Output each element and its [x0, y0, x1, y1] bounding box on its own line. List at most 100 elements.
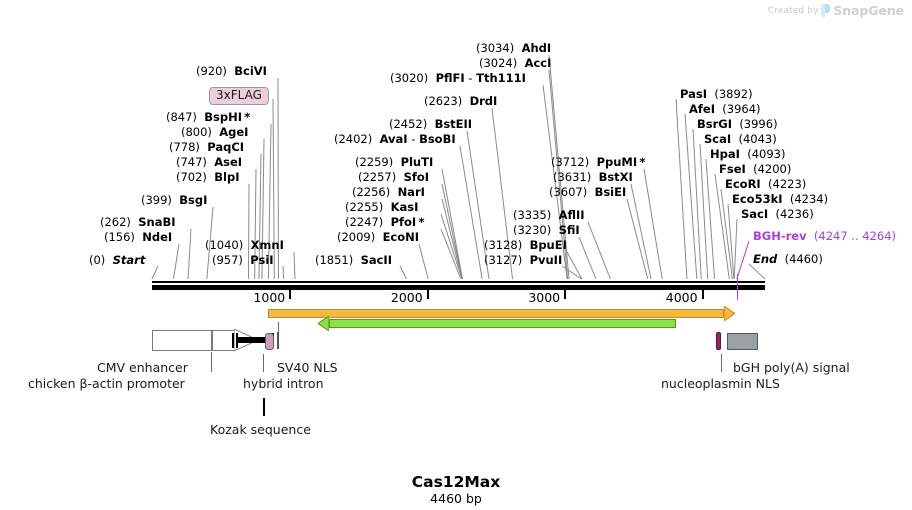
enzyme-label-start[interactable]: (0) Start	[89, 254, 145, 266]
orf-green-reverse-body[interactable]	[329, 319, 676, 328]
enzyme-position: (3128)	[484, 238, 523, 252]
feature-label-bgh-polya-signal[interactable]: bGH poly(A) signal	[733, 360, 850, 375]
enzyme-label-agei[interactable]: (800) AgeI	[181, 126, 248, 138]
enzyme-label-drdi[interactable]: (2623) DrdI	[424, 95, 497, 107]
feature-glyph-kozak-tick[interactable]	[232, 333, 234, 348]
enzyme-label-snabi[interactable]: (262) SnaBI	[100, 216, 176, 228]
enzyme-name: PfoI	[390, 215, 417, 229]
feature-glyph-sv40-nls[interactable]	[265, 333, 274, 350]
enzyme-label-saci[interactable]: SacI (4236)	[741, 208, 814, 220]
enzyme-name: ScaI	[704, 132, 732, 146]
enzyme-position: (3712)	[551, 155, 590, 169]
enzyme-label-hpai[interactable]: HpaI (4093)	[710, 148, 785, 160]
enzyme-star-icon: *	[637, 155, 646, 169]
enzyme-label-pasi[interactable]: PasI (3892)	[680, 88, 753, 100]
enzyme-position: (3034)	[476, 41, 515, 55]
enzyme-position: (1851)	[315, 253, 354, 267]
enzyme-name: BsgI	[179, 193, 208, 207]
enzyme-label-econi[interactable]: (2009) EcoNI	[337, 231, 419, 243]
enzyme-label-ahdi[interactable]: (3034) AhdI	[476, 42, 551, 54]
feature-label-nucleoplasmin-nls[interactable]: nucleoplasmin NLS	[661, 376, 780, 391]
enzyme-name: SfiI	[558, 223, 580, 237]
feature-badge-3xflag[interactable]: 3xFLAG	[209, 87, 269, 105]
enzyme-label-avai[interactable]: (2402) AvaI - BsoBI	[334, 133, 456, 145]
enzyme-label-nari[interactable]: (2256) NarI	[352, 186, 425, 198]
enzyme-position: (2452)	[389, 117, 428, 131]
enzyme-label-scai[interactable]: ScaI (4043)	[704, 133, 777, 145]
enzyme-label-pflfi[interactable]: (3020) PflFI - Tth111I	[390, 72, 526, 84]
enzyme-position: (3996)	[739, 117, 778, 131]
enzyme-name: SnaBI	[138, 215, 176, 229]
enzyme-name: SfoI	[403, 170, 430, 184]
enzyme-label-asei[interactable]: (747) AseI	[176, 156, 242, 168]
enzyme-label-bcivi[interactable]: (920) BciVI	[196, 65, 267, 77]
feature-label-kozak-sequence[interactable]: Kozak sequence	[210, 422, 311, 437]
orf-orange-forward-arrowhead[interactable]	[724, 306, 735, 321]
enzyme-position: (2402)	[334, 132, 373, 146]
enzyme-name: NarI	[397, 185, 425, 199]
enzyme-label-bsiei[interactable]: (3607) BsiEI	[549, 186, 626, 198]
feature-label-chicken-beta-actin-prom[interactable]: chicken β-actin promoter	[28, 376, 185, 391]
enzyme-label-aflii[interactable]: (3335) AflII	[513, 209, 585, 221]
enzyme-name: AfeI	[689, 102, 715, 116]
enzyme-position: (3230)	[513, 223, 552, 237]
feature-glyph-sv40-edge	[277, 332, 279, 349]
enzyme-name: PasI	[680, 87, 708, 101]
enzyme-name: BlpI	[214, 170, 240, 184]
enzyme-label-xmni[interactable]: (1040) XmnI	[205, 239, 284, 251]
orf-green-reverse-arrowhead[interactable]	[318, 316, 329, 331]
enzyme-label-bsrgi[interactable]: BsrGI (3996)	[697, 118, 778, 130]
enzyme-label-ndei[interactable]: (156) NdeI	[104, 231, 172, 243]
enzyme-label-pluti[interactable]: (2259) PluTI	[355, 156, 433, 168]
enzyme-label-paqci[interactable]: (778) PaqCI	[169, 141, 244, 153]
feature-glyph-cmv-enhancer[interactable]	[152, 330, 212, 351]
enzyme-label-psii[interactable]: (957) PsiI	[212, 254, 274, 266]
enzyme-label-afei[interactable]: AfeI (3964)	[689, 103, 761, 115]
enzyme-label-acci[interactable]: (3024) AccI	[479, 57, 551, 69]
orf-orange-forward-body[interactable]	[268, 309, 724, 318]
enzyme-position: (4234)	[789, 192, 829, 206]
enzyme-separator: -	[407, 132, 420, 146]
axis-line-thick	[152, 285, 765, 290]
enzyme-label-bsphi[interactable]: (847) BspHI *	[166, 111, 250, 123]
feature-glyph-nucleoplasmin-nls[interactable]	[716, 332, 721, 350]
feature-glyph-intron-left-edge	[236, 333, 238, 348]
enzyme-position: (2247)	[345, 215, 384, 229]
enzyme-label-sacii[interactable]: (1851) SacII	[315, 254, 392, 266]
feature-label-hybrid-intron[interactable]: hybrid intron	[243, 376, 324, 391]
enzyme-name: BGH-rev	[753, 229, 807, 243]
feature-glyph-bgh-polya-signal[interactable]	[727, 333, 758, 350]
enzyme-label-bsgi[interactable]: (399) BsgI	[141, 194, 207, 206]
enzyme-label-end[interactable]: End (4460)	[753, 253, 823, 265]
feature-label-cmv-enhancer[interactable]: CMV enhancer	[97, 360, 188, 375]
enzyme-label-bstxi[interactable]: (3631) BstXI	[553, 171, 633, 183]
enzyme-position: (2259)	[355, 155, 394, 169]
enzyme-label-kasi[interactable]: (2255) KasI	[345, 201, 418, 213]
enzyme-label-bpuei[interactable]: (3128) BpuEI	[484, 239, 567, 251]
enzyme-label-pvuii[interactable]: (3127) PvuII	[484, 254, 562, 266]
enzyme-name: Start	[112, 253, 146, 267]
enzyme-label-eco53ki[interactable]: Eco53kI (4234)	[732, 193, 828, 205]
enzyme-label-ecori[interactable]: EcoRI (4223)	[725, 178, 806, 190]
enzyme-label-blpi[interactable]: (702) BlpI	[176, 171, 239, 183]
enzyme-name: PflFI	[435, 71, 465, 85]
enzyme-star-icon: *	[416, 215, 425, 229]
feature-glyph-hybrid-intron[interactable]	[237, 337, 274, 343]
enzyme-name: BpuEI	[529, 238, 567, 252]
enzyme-name: End	[753, 252, 778, 266]
enzyme-label-sfoi[interactable]: (2257) SfoI	[358, 171, 429, 183]
enzyme-label-sfii[interactable]: (3230) SfiI	[513, 224, 580, 236]
enzyme-label-pfoi[interactable]: (2247) PfoI *	[345, 216, 425, 228]
enzyme-label-bghrev[interactable]: BGH-rev (4247 .. 4264)	[753, 230, 896, 242]
enzyme-name: PsiI	[250, 253, 274, 267]
enzyme-label-fsei[interactable]: FseI (4200)	[719, 163, 791, 175]
enzyme-name-secondary: Tth111I	[476, 71, 526, 85]
enzyme-label-bsteii[interactable]: (2452) BstEII	[389, 118, 472, 130]
feature-label-sv40-nls[interactable]: SV40 NLS	[277, 360, 338, 375]
enzyme-star-icon: *	[242, 110, 251, 124]
enzyme-position: (4236)	[775, 207, 814, 221]
enzyme-name: BciVI	[234, 64, 267, 78]
enzyme-label-ppumi[interactable]: (3712) PpuMI *	[551, 156, 645, 168]
enzyme-name: AgeI	[219, 125, 249, 139]
connector-nucleoplasmin-nls	[721, 354, 722, 372]
